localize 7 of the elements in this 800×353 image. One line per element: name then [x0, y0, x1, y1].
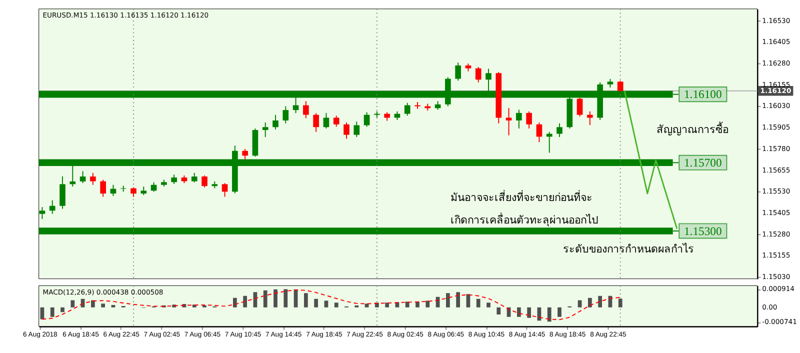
- annotation: ระดับของการกำหนดผลกำไร: [563, 242, 694, 256]
- ref-line-label: 1.15700: [684, 156, 722, 170]
- annotation: สัญญาณการซื้อ: [656, 121, 728, 136]
- ref-line-label: 1.16100: [684, 88, 722, 102]
- annotation: เกิดการเคลื่อนตัวทะลุผ่านออกไป: [450, 212, 598, 226]
- ref-line-label: 1.15300: [684, 224, 722, 238]
- annotation: มันอาจจะเสี่ยงที่จะขายก่อนที่จะ: [450, 190, 592, 204]
